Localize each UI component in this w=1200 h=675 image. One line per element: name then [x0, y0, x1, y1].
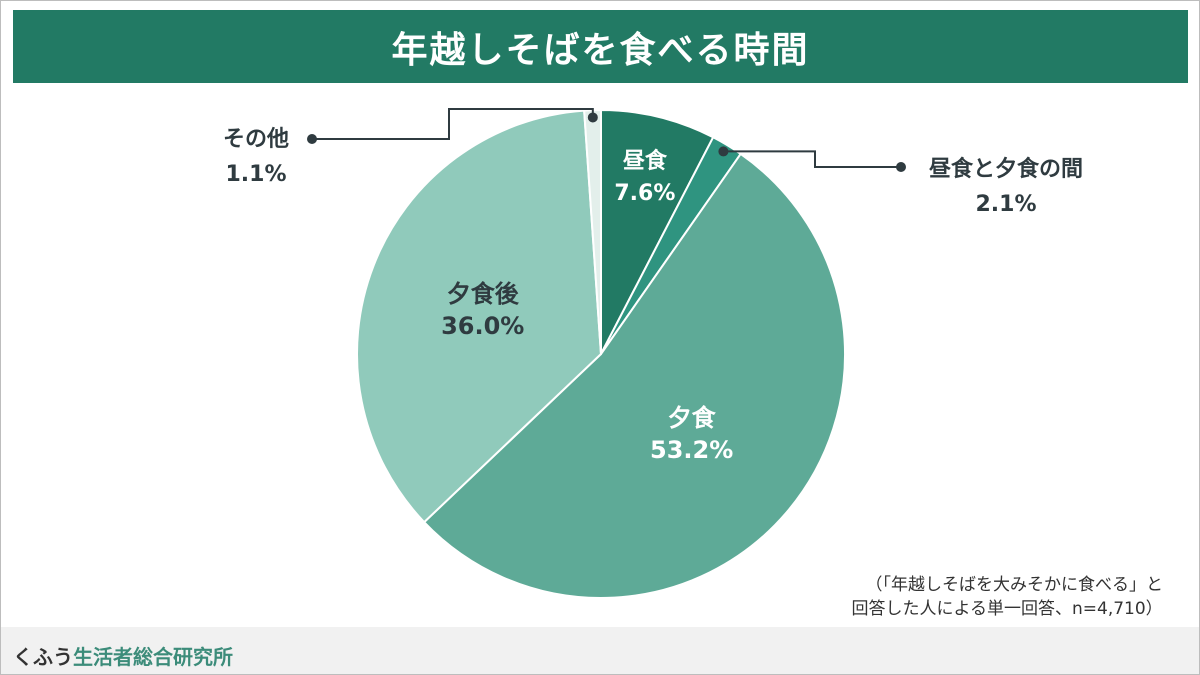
- leader-between-line: [723, 150, 901, 168]
- pie-slice-lunch: [600, 109, 715, 355]
- leader-other-start-dot: [587, 112, 598, 123]
- slice-value-dinner: 53.2%: [650, 436, 733, 464]
- pie-slice-dinner: [423, 152, 846, 599]
- slice-label-between: 昼食と夕食の間: [929, 156, 1083, 182]
- chart-title: 年越しそばを食べる時間: [391, 29, 810, 71]
- slice-label-lunch: 昼食: [623, 148, 668, 174]
- pie-slice-after-dinner: [356, 109, 602, 524]
- survey-note-line2: 回答した人による単一回答、n=4,710）: [851, 599, 1163, 619]
- footer-brand-logo: くふう: [13, 645, 73, 669]
- survey-note: （「年越しそばを大みそかに食べる」と 回答した人による単一回答、n=4,710）: [852, 573, 1164, 621]
- footer-brand-name: 生活者総合研究所: [73, 645, 233, 669]
- footer-brand: くふう生活者総合研究所: [13, 641, 233, 670]
- slice-value-other: 1.1%: [225, 162, 286, 187]
- title-banner: 年越しそばを食べる時間: [13, 10, 1188, 83]
- footer-bar: [1, 627, 1199, 674]
- leader-between-start-dot: [718, 146, 729, 157]
- slice-label-after-dinner: 夕食後: [447, 280, 520, 308]
- leader-between-end-dot: [896, 162, 906, 172]
- slice-value-lunch: 7.6%: [614, 181, 675, 206]
- slice-label-dinner: 夕食: [668, 404, 717, 432]
- leader-other-line: [312, 108, 594, 140]
- slice-label-other: その他: [223, 127, 289, 152]
- leader-other-end-dot: [307, 134, 317, 144]
- slice-value-between: 2.1%: [975, 192, 1036, 217]
- survey-note-line1: （「年越しそばを大みそかに食べる」と: [865, 575, 1164, 595]
- slice-value-after-dinner: 36.0%: [441, 312, 524, 340]
